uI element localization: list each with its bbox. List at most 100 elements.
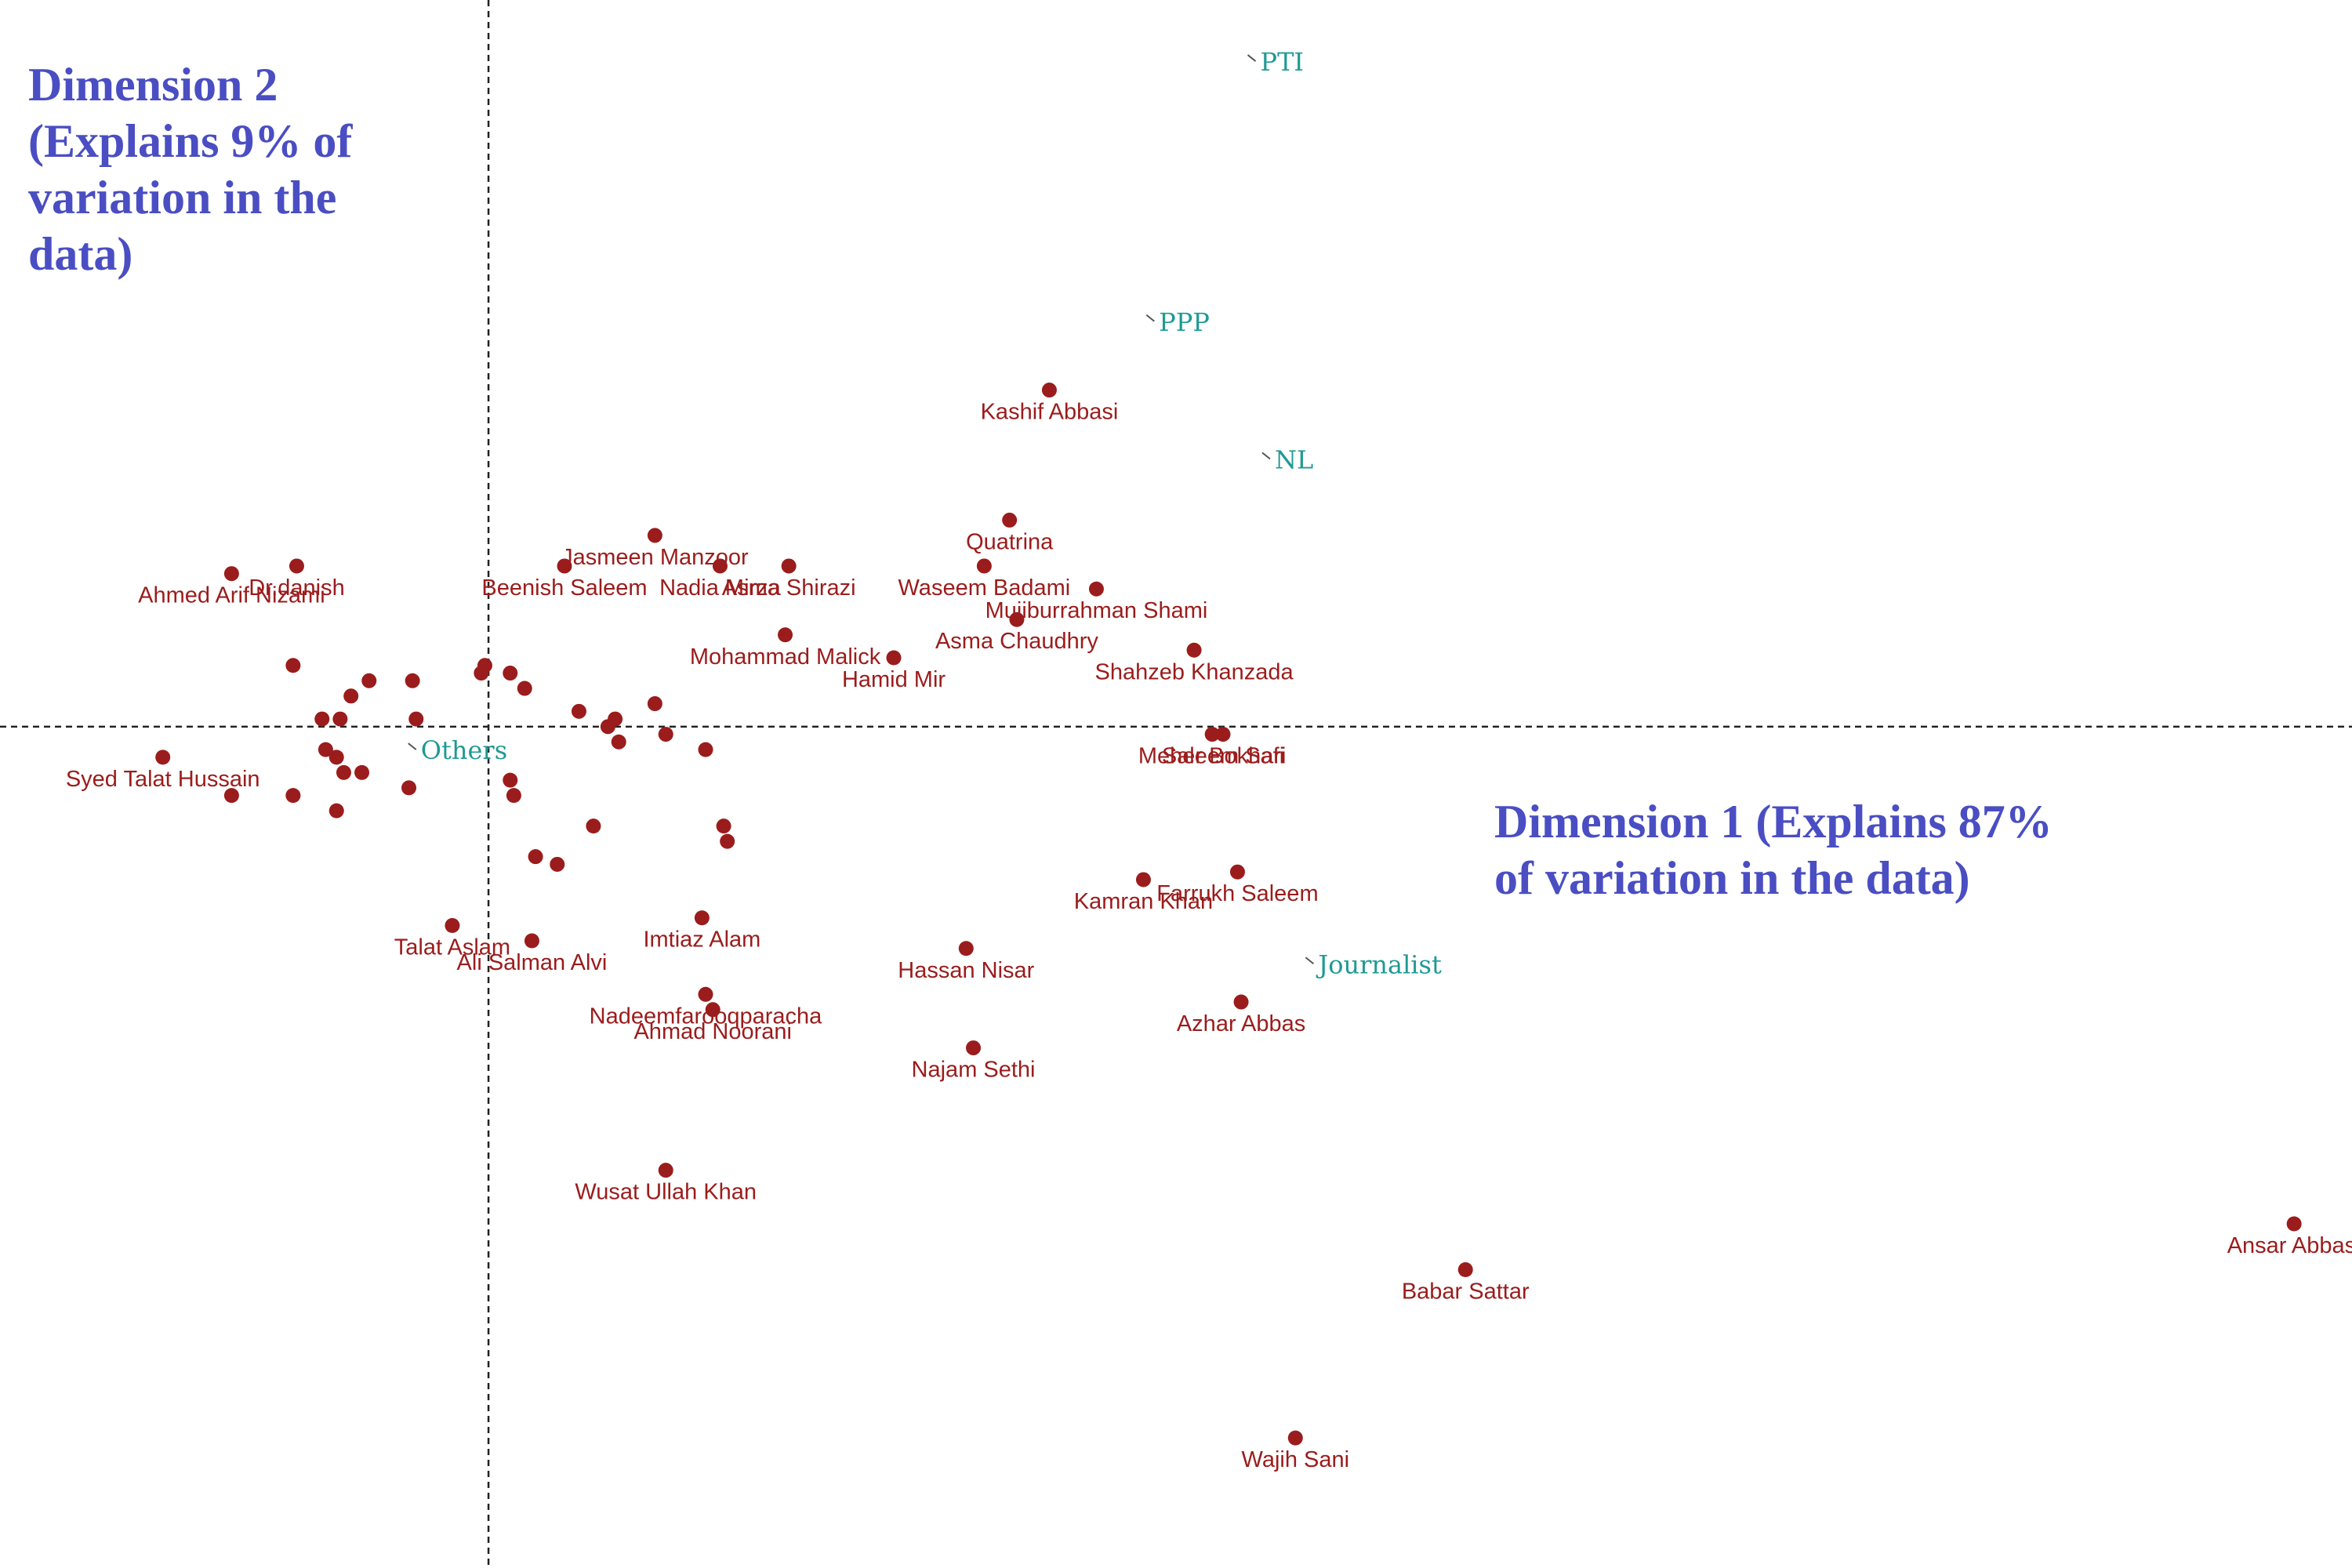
- point-label: Wusat Ullah Khan: [575, 1180, 757, 1205]
- unlabeled-points-layer: [223, 658, 735, 872]
- dimension-1-title-line: of variation in the data): [1494, 852, 1970, 904]
- data-point: [361, 673, 377, 688]
- point-label: Waseem Badami: [898, 575, 1071, 601]
- data-point: [1204, 727, 1220, 742]
- data-point: [571, 703, 586, 719]
- point-label: Ali Salman Alvi: [457, 950, 608, 975]
- category-marker: [1261, 452, 1271, 460]
- point-label: Farrukh Saleem: [1156, 881, 1318, 906]
- data-point: [405, 673, 420, 688]
- data-point: [506, 788, 521, 804]
- point-label: Hassan Nisar: [898, 958, 1034, 983]
- dimension-2-title-line: (Explains 9% of: [28, 115, 353, 167]
- point-label: Saleem Safi: [1162, 744, 1284, 769]
- data-point: [343, 688, 359, 704]
- point-label: Hamid Mir: [842, 667, 946, 692]
- data-point: [524, 933, 539, 949]
- point-label: Meher Bokhari: [1138, 744, 1287, 769]
- data-point: [517, 681, 532, 696]
- data-point: [647, 528, 662, 543]
- data-point: [332, 711, 348, 727]
- category-label: PTI: [1261, 47, 1305, 77]
- point-label: Azhar Abbas: [1177, 1011, 1305, 1036]
- data-point: [698, 986, 713, 1002]
- data-point: [698, 742, 713, 757]
- point-label: Asma Shirazi: [722, 575, 856, 601]
- data-point: [886, 650, 902, 666]
- data-point: [285, 788, 301, 804]
- point-label: Ansar Abbasi: [2227, 1233, 2352, 1258]
- data-point: [1186, 642, 1202, 658]
- data-point: [557, 558, 572, 574]
- data-point: [328, 803, 344, 818]
- data-point: [694, 910, 710, 926]
- data-point: [966, 1040, 982, 1056]
- data-point: [336, 764, 351, 780]
- data-point: [778, 627, 793, 643]
- data-point: [1135, 872, 1151, 887]
- category-marker: [1145, 314, 1155, 322]
- data-point: [1088, 581, 1104, 597]
- data-point: [1041, 383, 1057, 398]
- data-point: [503, 772, 518, 788]
- category-marker: [408, 742, 417, 750]
- data-point: [1215, 727, 1231, 742]
- data-point: [705, 1002, 720, 1018]
- point-label: Beenish Saleem: [481, 575, 647, 601]
- data-point: [289, 558, 304, 574]
- point-label: Shahzeb Khanzada: [1094, 659, 1294, 684]
- category-marker: [1247, 54, 1257, 62]
- point-label: Mohammad Malick: [690, 644, 881, 670]
- data-point: [503, 666, 518, 681]
- data-point: [1287, 1430, 1303, 1446]
- data-point: [781, 558, 797, 574]
- data-point: [318, 742, 333, 757]
- data-point: [720, 833, 735, 849]
- data-point: [223, 788, 239, 804]
- data-point: [658, 1163, 673, 1178]
- data-point: [1002, 512, 1018, 528]
- data-point: [2286, 1216, 2302, 1232]
- data-point: [608, 711, 623, 727]
- data-point: [611, 734, 626, 750]
- data-point: [658, 727, 673, 742]
- data-point: [1457, 1262, 1473, 1278]
- data-point: [647, 696, 662, 712]
- data-point: [712, 558, 728, 574]
- data-point: [976, 558, 992, 574]
- point-label: Quatrina: [966, 529, 1054, 554]
- point-label: Kashif Abbasi: [981, 400, 1119, 425]
- dimension-1-title-line: Dimension 1 (Explains 87%: [1494, 796, 2053, 848]
- point-label: Nadia Mirza: [659, 575, 782, 601]
- data-point: [550, 856, 565, 872]
- point-label: Najam Sethi: [912, 1058, 1036, 1083]
- data-point: [716, 818, 731, 834]
- dimension-1-title: Dimension 1 (Explains 87% of variation i…: [1494, 793, 2053, 906]
- category-marker: [1305, 956, 1315, 965]
- category-labels-layer: PTI PPP NL Others Journalist: [408, 47, 1442, 979]
- point-label: Ahmad Noorani: [633, 1019, 792, 1044]
- dimension-2-title-line: Dimension 2: [28, 59, 278, 111]
- point-label: Babar Sattar: [1402, 1279, 1530, 1305]
- point-label: Dr.danish: [249, 575, 345, 601]
- data-point: [1009, 612, 1025, 627]
- category-label: Others: [421, 735, 507, 765]
- point-label: Talat Aslam: [394, 935, 510, 960]
- data-point: [328, 750, 344, 765]
- data-point: [223, 566, 239, 582]
- category-label: PPP: [1159, 307, 1210, 337]
- data-point: [474, 666, 489, 681]
- point-label: Imtiaz Alam: [643, 927, 760, 953]
- category-label: NL: [1275, 445, 1313, 474]
- dimension-2-title-line: data): [28, 228, 133, 280]
- dimension-2-title: Dimension 2 (Explains 9% of variation in…: [28, 56, 352, 282]
- data-point: [401, 780, 417, 796]
- data-point: [586, 818, 601, 834]
- category-label: Journalist: [1316, 949, 1442, 979]
- data-point: [314, 711, 330, 727]
- data-point: [1233, 994, 1249, 1010]
- point-label: Wajih Sani: [1242, 1447, 1350, 1472]
- data-point: [958, 941, 974, 956]
